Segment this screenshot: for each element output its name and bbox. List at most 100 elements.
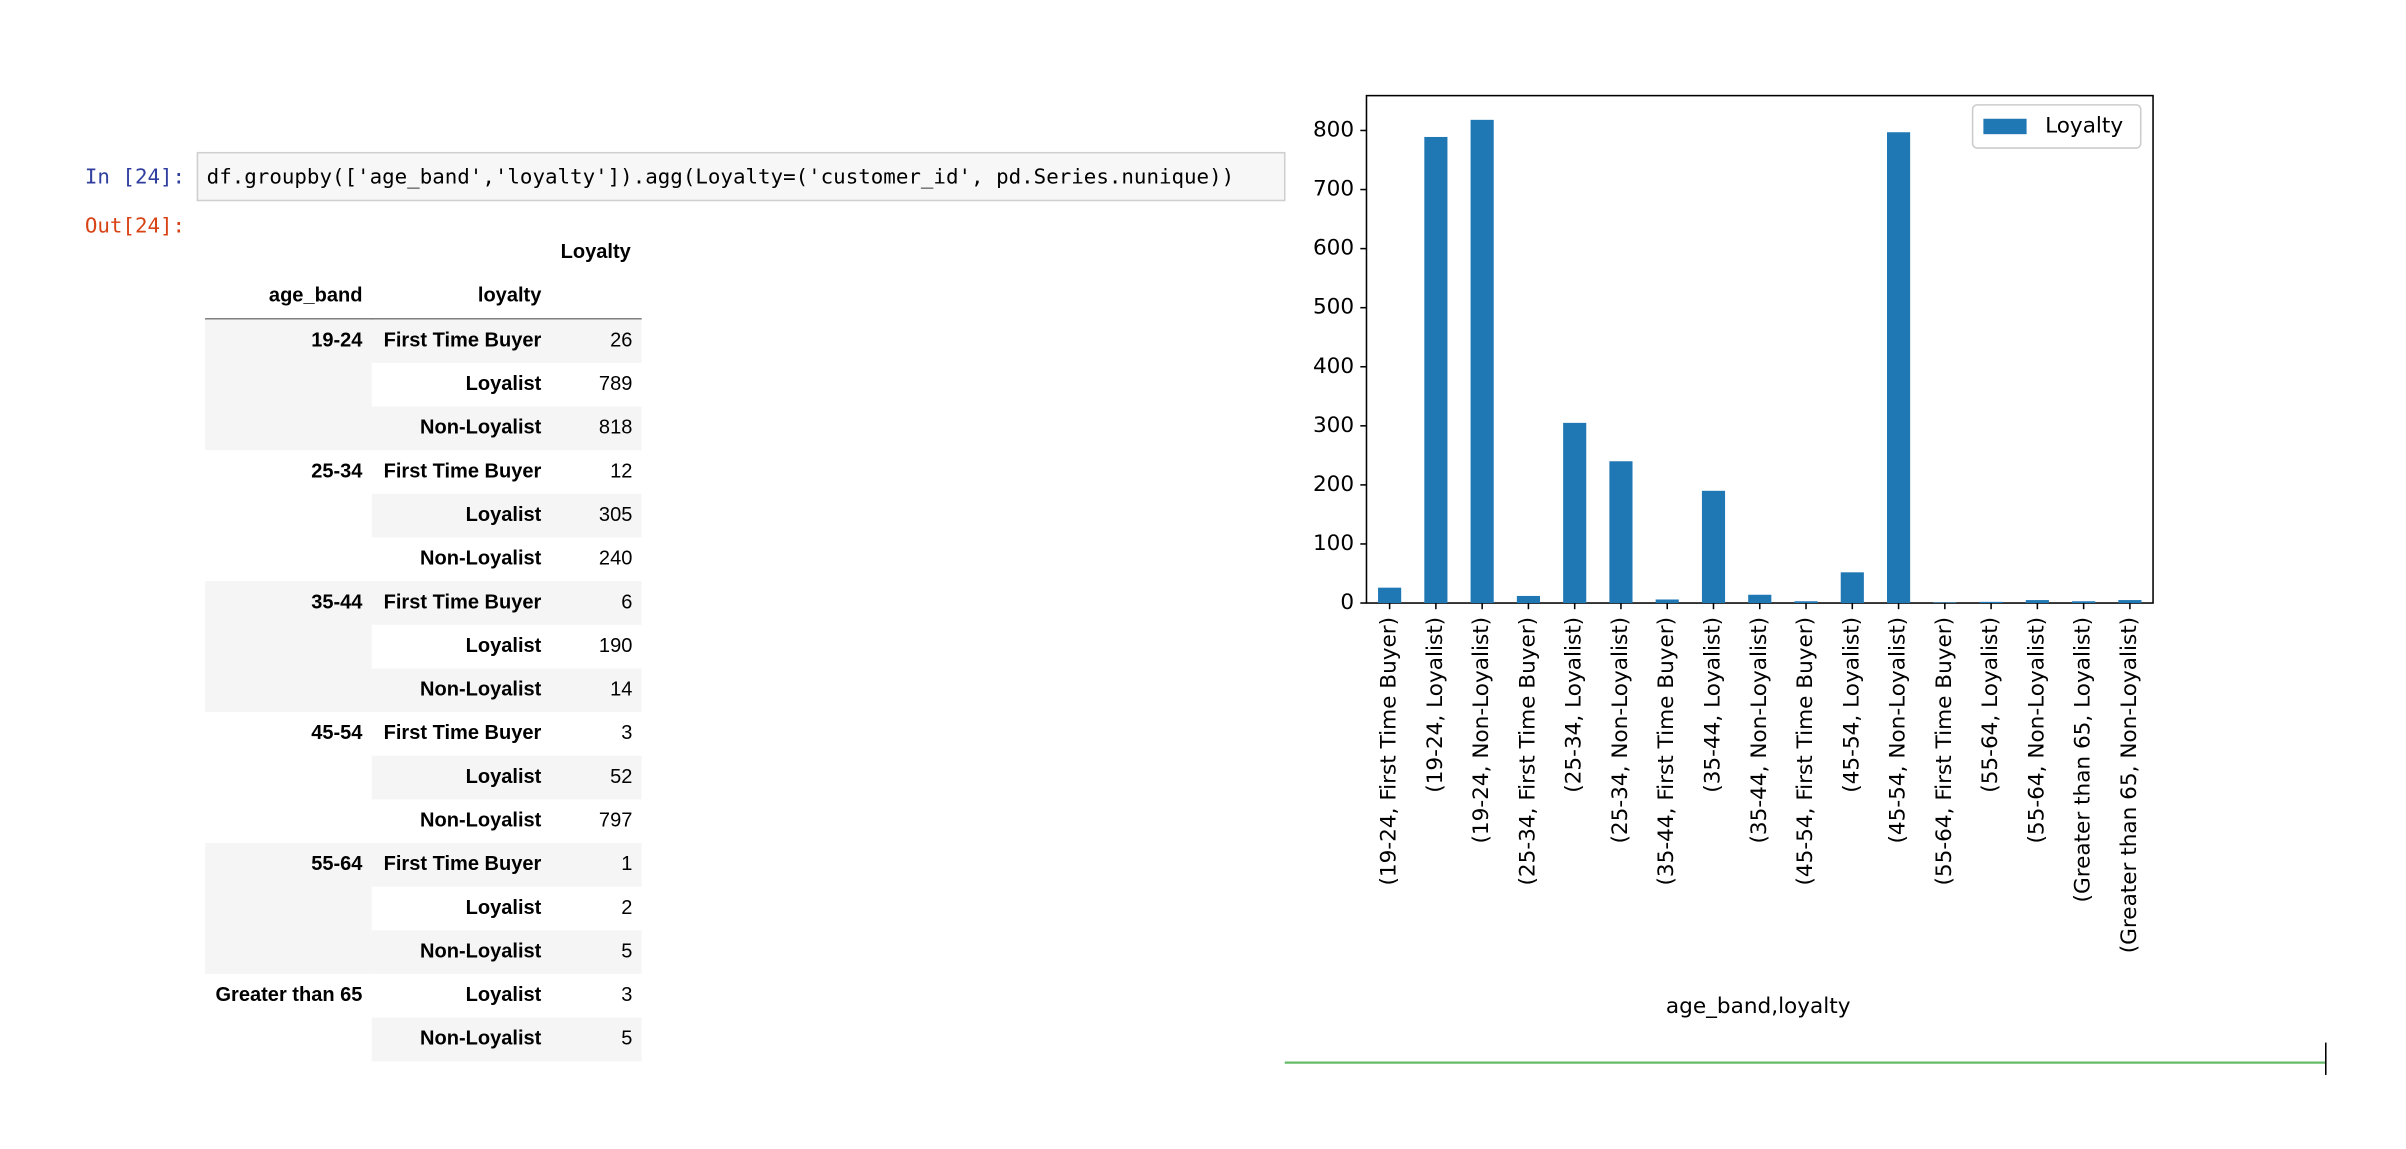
loyalty: Non-Loyalist: [420, 417, 542, 439]
age-band: 55-64: [311, 853, 363, 875]
loyalty: First Time Buyer: [384, 853, 542, 875]
loyalty: Loyalist: [466, 766, 542, 788]
count: 3: [621, 984, 632, 1006]
bar: [2072, 601, 2096, 604]
bar: [1378, 587, 1402, 604]
bar: [1516, 595, 1540, 604]
loyalty: Loyalist: [466, 897, 542, 919]
row-bg: [371, 406, 642, 451]
bar: [1470, 119, 1494, 604]
x-axis-label: age_band,loyalty: [1666, 994, 1851, 1019]
bar: [1840, 572, 1864, 604]
y-tick-label: 800: [1313, 117, 1354, 142]
legend: Loyalty: [1971, 104, 2142, 149]
count: 1: [621, 853, 632, 875]
count: 305: [599, 504, 632, 526]
loyalty: Loyalist: [466, 504, 542, 526]
legend-box: [1971, 104, 2142, 149]
count: 26: [610, 329, 632, 351]
row-bg: [371, 493, 642, 538]
y-tick-label: 400: [1313, 354, 1354, 379]
legend-label: Loyalty: [2045, 113, 2123, 138]
x-tick-label: (55-64, Loyalist): [1978, 617, 2003, 793]
index-cell-bg: [205, 843, 372, 974]
loyalty: Non-Loyalist: [420, 1028, 542, 1050]
loyalty: First Time Buyer: [384, 460, 542, 482]
bar: [1748, 594, 1772, 604]
y-tick-label: 100: [1313, 531, 1354, 556]
x-tick-label: (35-44, First Time Buyer): [1654, 617, 1679, 886]
bar: [2118, 600, 2142, 604]
y-tick-label: 500: [1313, 295, 1354, 320]
x-tick-label: (19-24, Loyalist): [1423, 617, 1448, 793]
row-bg: [371, 581, 642, 625]
count: 12: [610, 460, 632, 482]
age-band: 45-54: [311, 722, 363, 744]
y-tick-label: 200: [1313, 472, 1354, 497]
count: 797: [599, 809, 632, 831]
code[interactable]: df.groupby(['age_band','loyalty']).agg(L…: [207, 164, 1234, 188]
age-band: Greater than 65: [215, 984, 362, 1006]
count: 6: [621, 591, 632, 613]
x-tick-label: (35-44, Non-Loyalist): [1747, 617, 1772, 844]
loyalty: First Time Buyer: [384, 722, 542, 744]
x-tick-label: (45-54, Loyalist): [1839, 617, 1864, 793]
bar: [1563, 422, 1587, 604]
loyalty: Loyalist: [466, 373, 542, 395]
age-band: 35-44: [311, 591, 363, 613]
row-bg: [371, 930, 642, 974]
bar: [1701, 490, 1726, 604]
age-band: 25-34: [311, 460, 363, 482]
age-band: 19-24: [311, 329, 363, 351]
x-tick-label: (35-44, Loyalist): [1700, 617, 1725, 793]
x-tick-label: (55-64, Non-Loyalist): [2024, 617, 2049, 844]
x-tick-label: (45-54, Non-Loyalist): [1886, 617, 1911, 844]
row-bg: [371, 755, 642, 800]
loyalty: First Time Buyer: [384, 591, 542, 613]
bar: [1424, 136, 1448, 604]
count: 789: [599, 373, 632, 395]
index-name: loyalty: [478, 284, 542, 306]
bar: [1979, 601, 2003, 604]
row-bg: [371, 319, 642, 363]
column-header: Loyalty: [561, 241, 632, 263]
in-prompt: In [24]:: [85, 164, 185, 188]
count: 52: [610, 766, 632, 788]
bar: [1933, 602, 1957, 604]
count: 14: [610, 679, 632, 701]
x-tick-label: (Greater than 65, Non-Loyalist): [2117, 617, 2142, 953]
x-tick-label: (25-34, Non-Loyalist): [1608, 617, 1633, 844]
bar: [2025, 600, 2049, 604]
output-table: Loyalty age_band loyalty 19-24 First Time…: [205, 241, 642, 1062]
bar: [1794, 601, 1818, 604]
index-name: age_band: [269, 284, 363, 306]
x-tick-label: (25-34, Loyalist): [1562, 617, 1587, 793]
loyalty: Non-Loyalist: [420, 548, 542, 570]
code-cell[interactable]: [196, 151, 1286, 202]
row-bg: [371, 1017, 642, 1062]
row-bg: [371, 843, 642, 887]
loyalty: First Time Buyer: [384, 329, 542, 351]
count: 240: [599, 548, 632, 570]
y-tick-label: 700: [1313, 177, 1354, 202]
y-tick-label: 0: [1340, 590, 1354, 615]
legend-swatch: [1983, 118, 2027, 135]
x-tick-label: (19-24, Non-Loyalist): [1469, 617, 1494, 844]
count: 818: [599, 417, 632, 439]
x-tick-label: (55-64, First Time Buyer): [1932, 617, 1957, 886]
y-tick-label: 300: [1313, 413, 1354, 438]
loyalty: Loyalist: [466, 984, 542, 1006]
out-prompt: Out[24]:: [85, 214, 185, 238]
loyalty: Loyalist: [466, 635, 542, 657]
index-cell-bg: [205, 319, 372, 451]
loyalty: Non-Loyalist: [420, 940, 542, 962]
x-tick-label: (25-34, First Time Buyer): [1515, 617, 1540, 886]
loyalty: Non-Loyalist: [420, 809, 542, 831]
count: 2: [621, 897, 632, 919]
index-cell-bg: [205, 581, 372, 713]
count: 5: [621, 1028, 632, 1050]
loyalty: Non-Loyalist: [420, 679, 542, 701]
count: 5: [621, 940, 632, 962]
bar: [1609, 461, 1633, 604]
